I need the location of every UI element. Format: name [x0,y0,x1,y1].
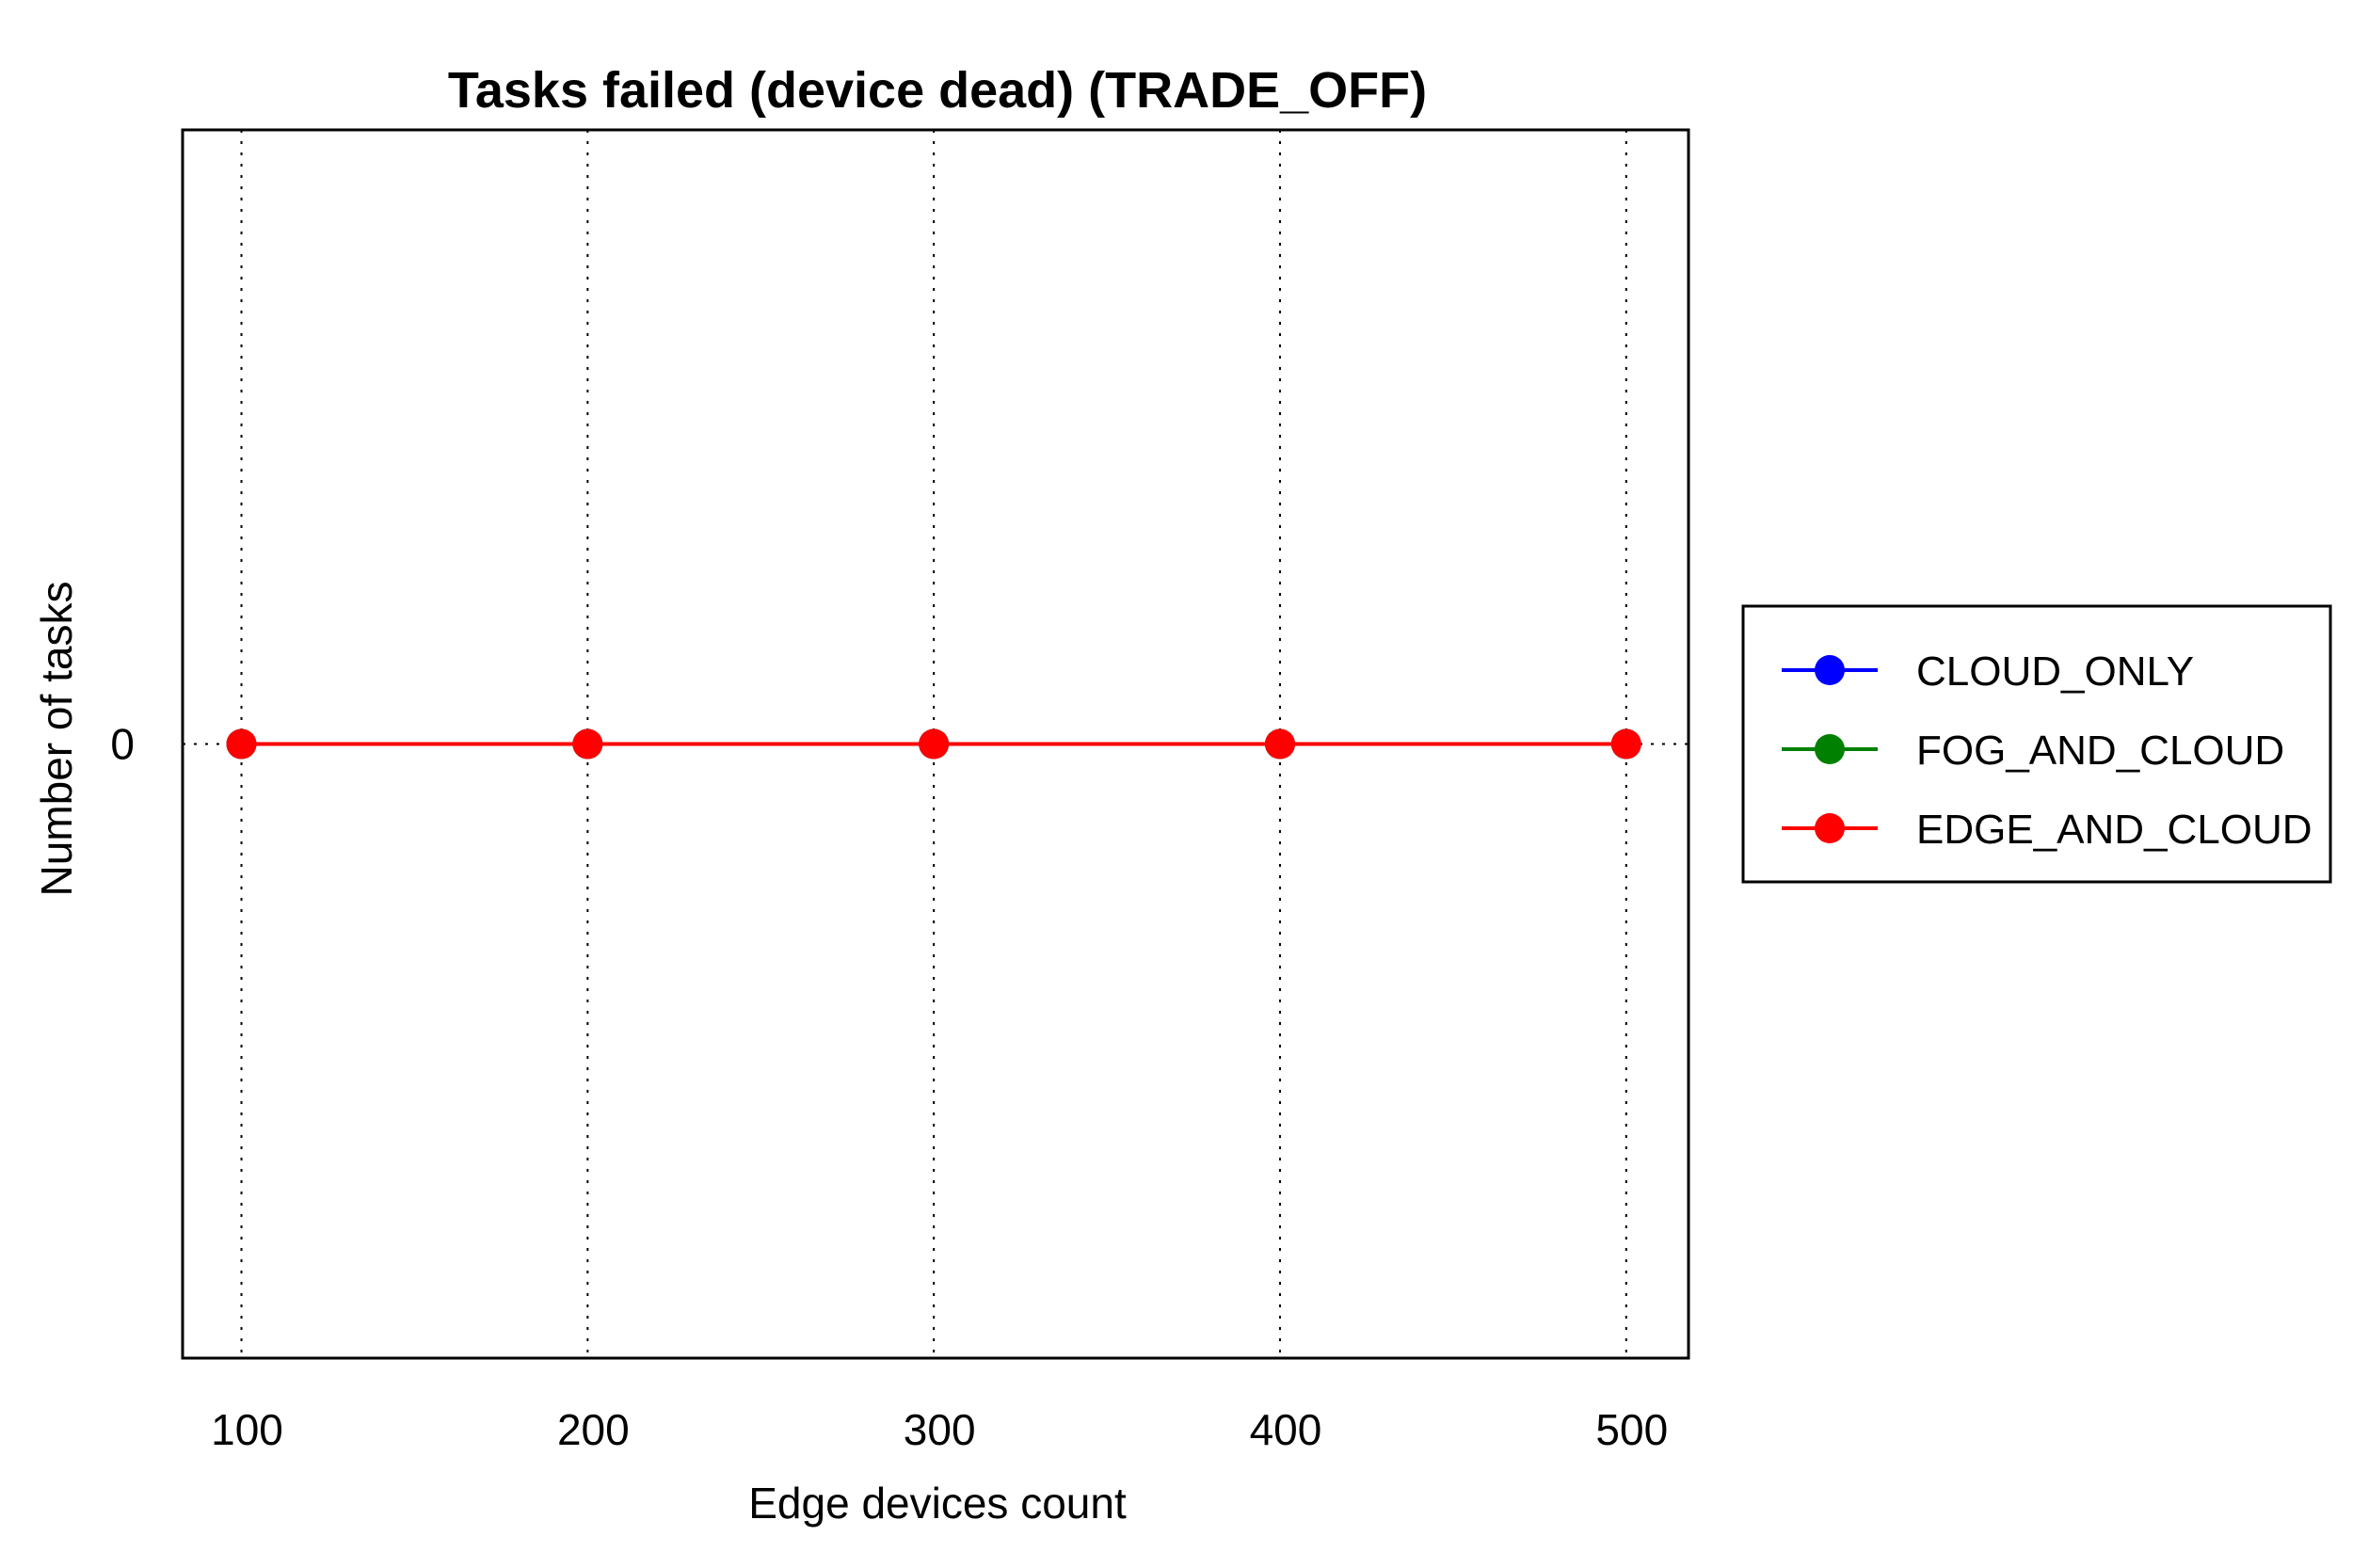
chart-title: Tasks failed (device dead) (TRADE_OFF) [448,62,1427,119]
legend-item-fog-and-cloud: FOG_AND_CLOUD [1782,728,2284,774]
legend-item-cloud-only: CLOUD_ONLY [1782,648,2194,695]
x-tick-label-500: 500 [1595,1405,1668,1454]
y-axis-ticks: 0 [110,720,135,769]
legend-swatch-marker-fog-and-cloud [1815,734,1845,764]
y-axis-label: Number of tasks [32,582,81,897]
data-point-edge-and-cloud-300 [919,728,950,760]
data-point-edge-and-cloud-100 [226,728,257,760]
plot-frame [181,128,1690,1360]
data-point-edge-and-cloud-500 [1610,728,1641,760]
x-axis-label: Edge devices count [748,1479,1127,1528]
x-tick-label-300: 300 [904,1405,976,1454]
legend-swatch-marker-cloud-only [1815,655,1845,685]
data-point-edge-and-cloud-200 [572,728,603,760]
data-point-edge-and-cloud-400 [1264,728,1295,760]
series-layer [226,728,1641,760]
legend-label-edge-and-cloud: EDGE_AND_CLOUD [1916,807,2313,853]
legend: CLOUD_ONLY FOG_AND_CLOUD EDGE_AND_CLOUD [1741,604,2332,884]
legend-swatch-marker-edge-and-cloud [1815,813,1845,843]
legend-items: CLOUD_ONLY FOG_AND_CLOUD EDGE_AND_CLOUD [1782,648,2313,853]
x-tick-label-200: 200 [557,1405,630,1454]
y-tick-label-0: 0 [110,720,135,769]
legend-item-edge-and-cloud: EDGE_AND_CLOUD [1782,807,2313,853]
series-edge-and-cloud [226,728,1641,760]
legend-label-fog-and-cloud: FOG_AND_CLOUD [1916,728,2284,774]
x-axis-ticks: 100 200 300 400 500 [211,1405,1668,1454]
x-tick-label-400: 400 [1250,1405,1322,1454]
legend-label-cloud-only: CLOUD_ONLY [1916,648,2194,695]
x-tick-label-100: 100 [211,1405,283,1454]
